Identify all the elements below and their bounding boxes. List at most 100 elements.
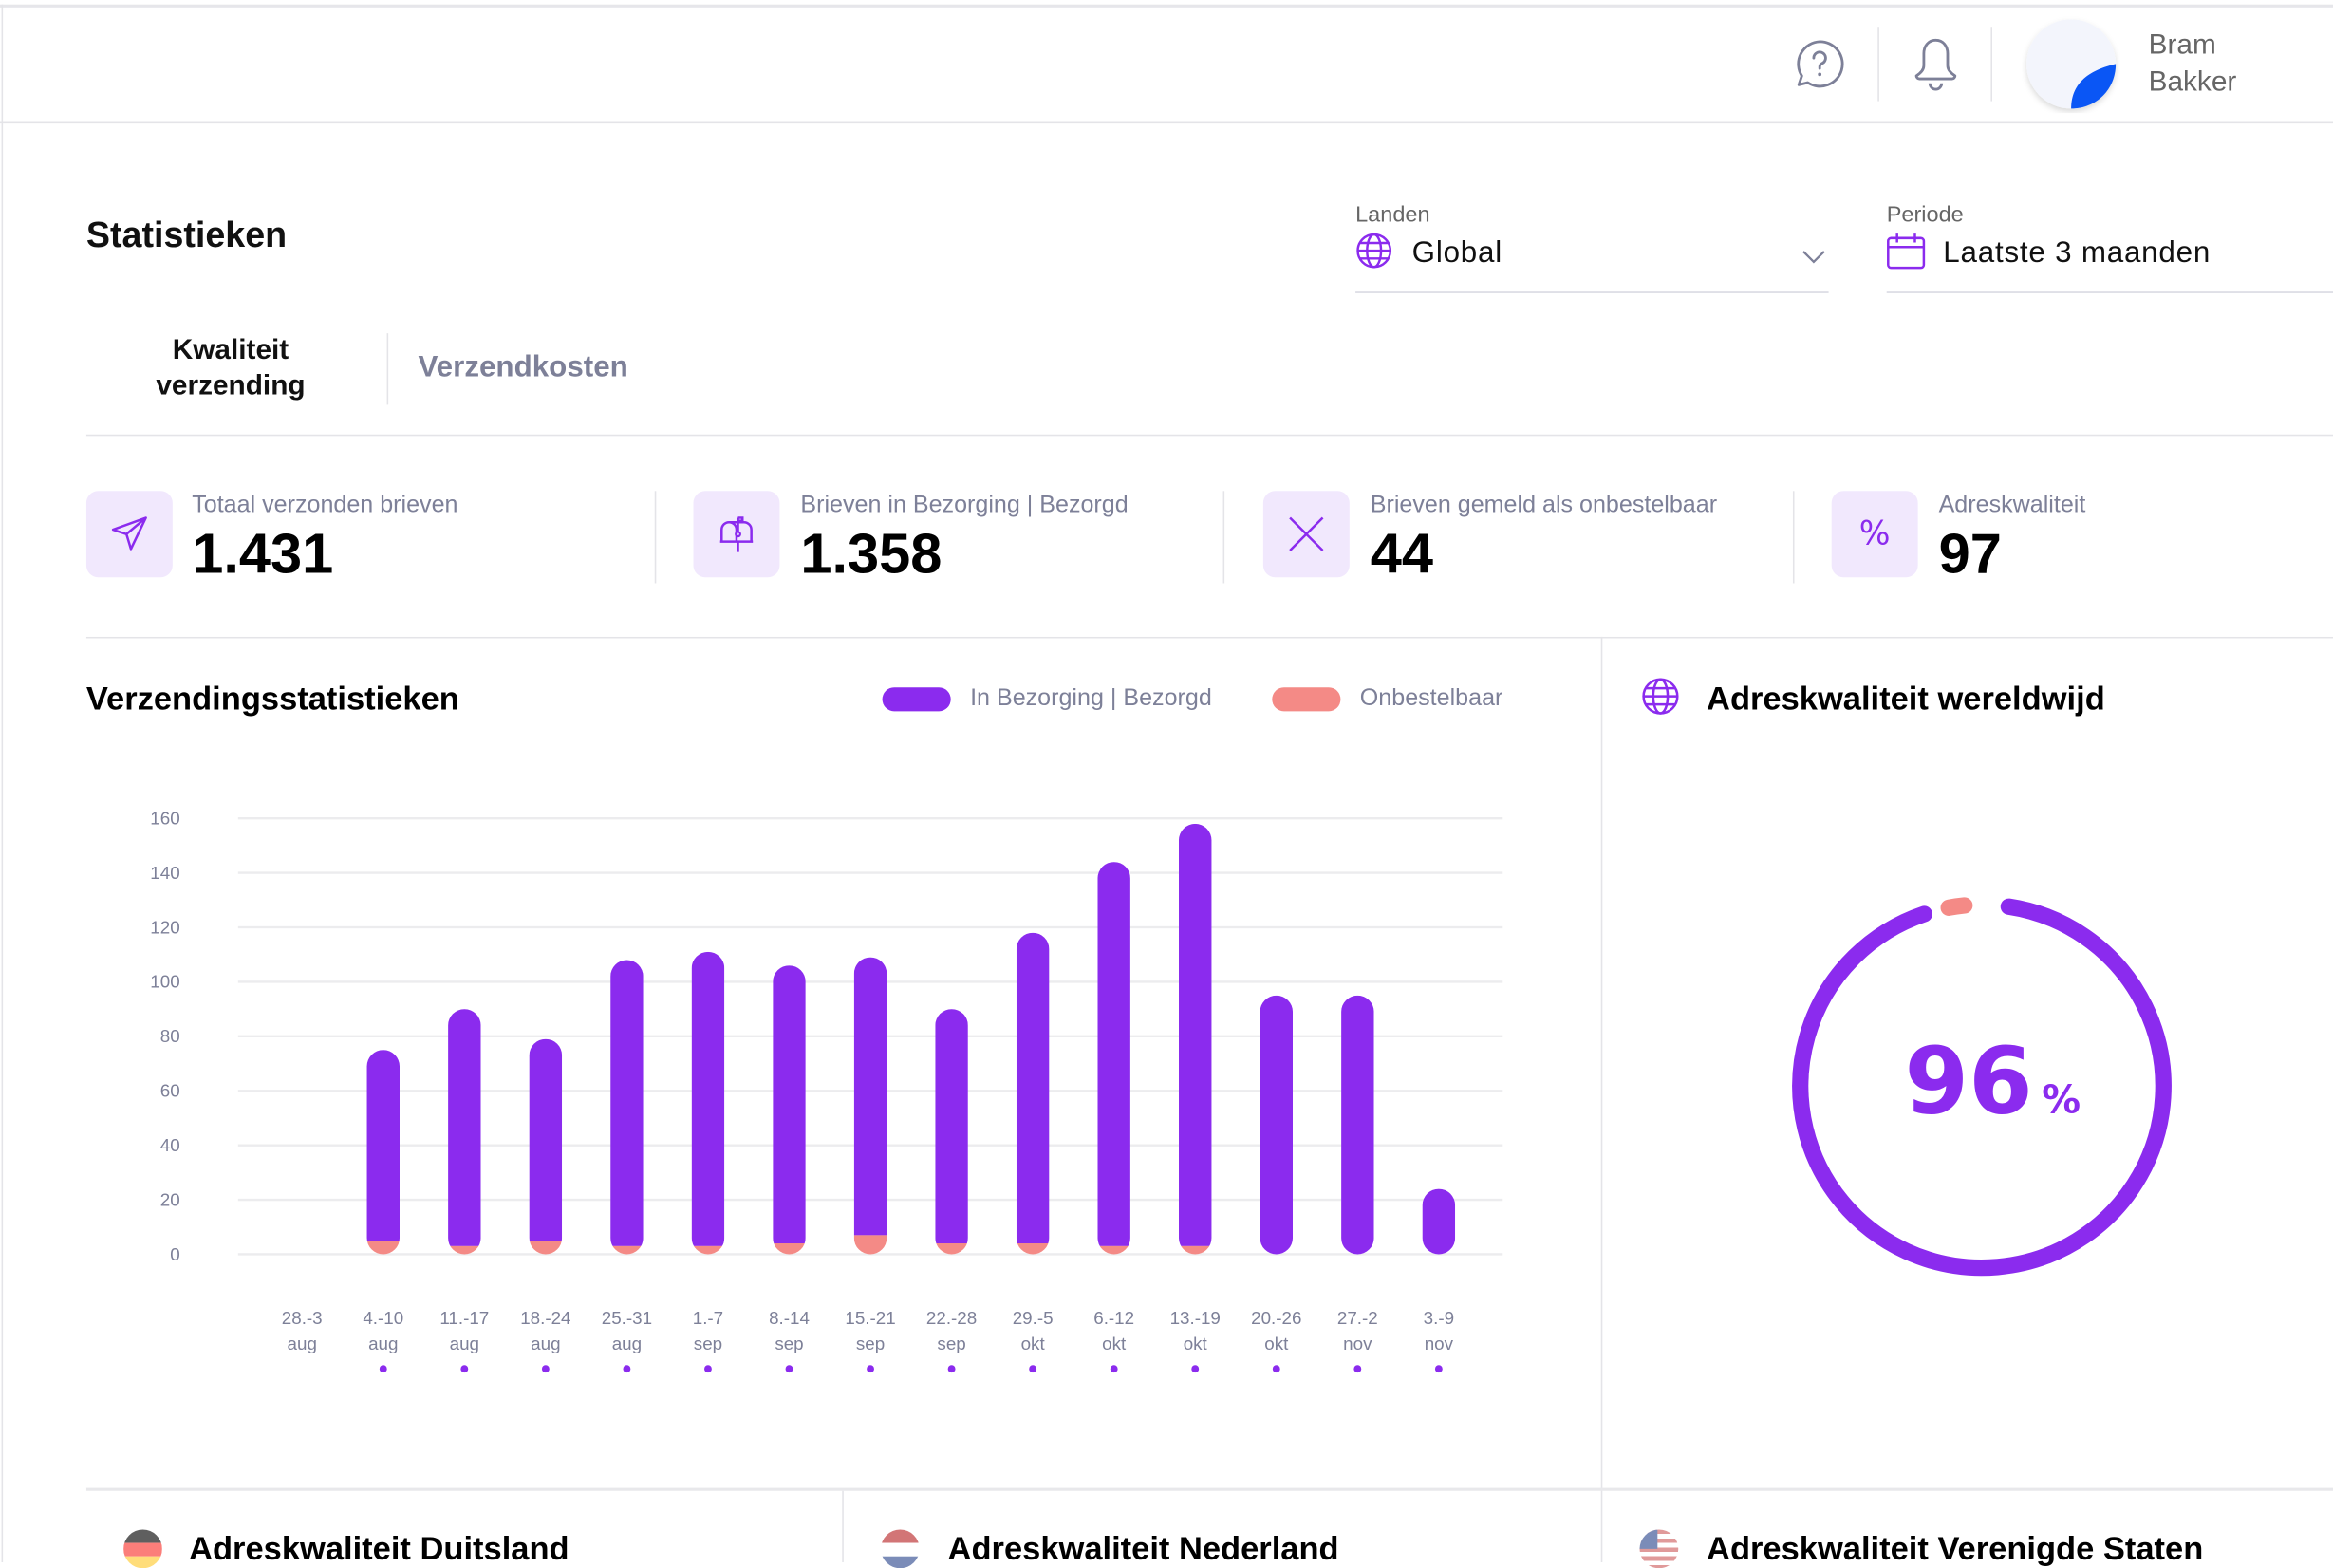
bar-undeliverable[interactable] — [1097, 1245, 1130, 1255]
notifications-button[interactable] — [1911, 36, 1961, 96]
left-border — [1, 4, 4, 1562]
bar-delivered[interactable] — [610, 960, 644, 1246]
bar-delivered[interactable] — [1341, 995, 1374, 1255]
x-tick-month: sep — [775, 1334, 803, 1353]
y-tick-label: 40 — [160, 1135, 180, 1155]
x-tick-month: okt — [1021, 1334, 1046, 1353]
bar-delivered[interactable] — [448, 1009, 481, 1246]
y-tick-label: 80 — [160, 1026, 180, 1046]
chart-title: Verzendingsstatistieken — [85, 680, 459, 718]
donut-quality-arc — [1792, 898, 2172, 1277]
x-tick-label: 11.-17 — [439, 1308, 489, 1328]
bar-delivered[interactable] — [1016, 932, 1050, 1244]
bar-undeliverable[interactable] — [448, 1245, 481, 1255]
x-tick-month: sep — [937, 1334, 965, 1353]
bar-undeliverable[interactable] — [1016, 1243, 1050, 1255]
kpi-icon-box — [1262, 491, 1350, 578]
kpi-divider — [85, 636, 2333, 639]
bar-delivered[interactable] — [366, 1050, 401, 1241]
user-last-name: Bakker — [2148, 66, 2237, 99]
x-tick-month: aug — [531, 1334, 560, 1353]
help-button[interactable] — [1795, 39, 1845, 89]
x-tick-label: 6.-12 — [1093, 1308, 1134, 1328]
bar-undeliverable[interactable] — [935, 1243, 968, 1255]
legend-swatch-undeliverable — [1272, 687, 1341, 712]
bar-undeliverable[interactable] — [853, 1235, 887, 1255]
x-tick-label: 15.-21 — [845, 1308, 895, 1328]
bar-delivered[interactable] — [691, 951, 725, 1246]
country-card-title: Adreskwaliteit Duitsland — [189, 1529, 569, 1567]
x-tick-label: 3.-9 — [1424, 1308, 1454, 1328]
periode-value: Laatste 3 maanden — [1943, 236, 2212, 270]
x-tick-label: 29.-5 — [1013, 1308, 1054, 1328]
kpi-icon-box — [85, 491, 173, 578]
x-tick-label: 27.-2 — [1337, 1308, 1378, 1328]
data-marker-dot — [704, 1365, 712, 1373]
tab-label: verzending — [156, 370, 306, 402]
bar-delivered[interactable] — [529, 1038, 563, 1241]
shipping-chart: 0 20 40 60 80 100 120 140 160 28.-3 aug 4.-10 aug 11.… — [150, 808, 1503, 1373]
bar-delivered[interactable] — [1422, 1188, 1456, 1255]
x-tick-label: 25.-31 — [602, 1308, 652, 1328]
bar-undeliverable[interactable] — [366, 1241, 401, 1255]
bar-delivered[interactable] — [773, 965, 806, 1244]
panel-separator — [1600, 636, 1603, 1562]
bar-undeliverable[interactable] — [610, 1245, 644, 1255]
y-tick-label: 120 — [150, 917, 179, 937]
bar-undeliverable[interactable] — [1178, 1245, 1212, 1255]
bar-group — [935, 1009, 968, 1255]
bar-delivered[interactable] — [1260, 995, 1294, 1255]
header-separator — [1990, 27, 1993, 102]
x-tick-month: aug — [368, 1334, 398, 1353]
user-first-name: Bram — [2148, 29, 2216, 62]
kpi-value: 97 — [1938, 523, 2002, 587]
data-marker-dot — [785, 1365, 793, 1373]
tab-verzendkosten[interactable]: Verzendkosten — [418, 350, 628, 384]
kpi-value: 1.431 — [192, 523, 334, 587]
bar-group — [691, 951, 725, 1255]
world-quality-donut — [1792, 897, 2172, 1277]
tab-kwaliteit-verzending[interactable]: Kwaliteit verzending — [86, 333, 375, 404]
card-separator — [842, 1490, 844, 1562]
kpi-separator — [1792, 491, 1795, 584]
kpi-label: Totaal verzonden brieven — [192, 492, 458, 518]
x-tick-label: 4.-10 — [363, 1308, 403, 1328]
x-icon — [1289, 516, 1324, 551]
kpi-address-quality: % Adreskwaliteit 97 — [1831, 491, 2323, 587]
header-separator — [1877, 27, 1879, 102]
data-marker-dot — [1110, 1365, 1118, 1373]
globe-icon — [1642, 678, 1679, 715]
y-tick-label: 20 — [160, 1189, 180, 1209]
x-tick-label: 8.-14 — [769, 1308, 810, 1328]
data-marker-dot — [623, 1365, 631, 1373]
x-tick-label: 18.-24 — [520, 1308, 570, 1328]
cards-divider — [85, 1487, 2333, 1491]
x-tick-month: nov — [1343, 1334, 1372, 1353]
bar-delivered[interactable] — [1178, 823, 1212, 1246]
landen-dropdown[interactable]: Landen Global — [1355, 202, 1829, 293]
data-marker-dot — [867, 1365, 874, 1373]
data-marker-dot — [947, 1365, 956, 1373]
avatar[interactable] — [2022, 15, 2119, 113]
bar-group — [1178, 823, 1212, 1255]
bell-icon — [1914, 38, 1957, 91]
user-name[interactable]: Bram Bakker — [2149, 27, 2237, 101]
x-tick-label: 22.-28 — [926, 1308, 977, 1328]
y-tick-label: 60 — [160, 1081, 180, 1101]
data-marker-dot — [379, 1365, 387, 1373]
periode-dropdown[interactable]: Periode Laatste 3 maanden — [1886, 202, 2333, 293]
legend-swatch-delivered — [882, 687, 951, 712]
tab-label: Kwaliteit — [172, 334, 289, 366]
bar-undeliverable[interactable] — [529, 1241, 563, 1255]
bar-delivered[interactable] — [1097, 862, 1130, 1246]
bar-group — [853, 957, 887, 1255]
bar-delivered[interactable] — [935, 1009, 968, 1244]
bar-undeliverable[interactable] — [773, 1243, 806, 1255]
kpi-icon-box: % — [1831, 491, 1918, 578]
kpi-undeliverable: Brieven gemeld als onbestelbaar 44 — [1262, 491, 1784, 587]
quality-number: 96 — [1904, 1026, 2033, 1136]
data-marker-dot — [1029, 1365, 1037, 1373]
bar-undeliverable[interactable] — [691, 1245, 725, 1255]
x-tick-month: aug — [288, 1334, 317, 1353]
bar-delivered[interactable] — [853, 957, 887, 1236]
